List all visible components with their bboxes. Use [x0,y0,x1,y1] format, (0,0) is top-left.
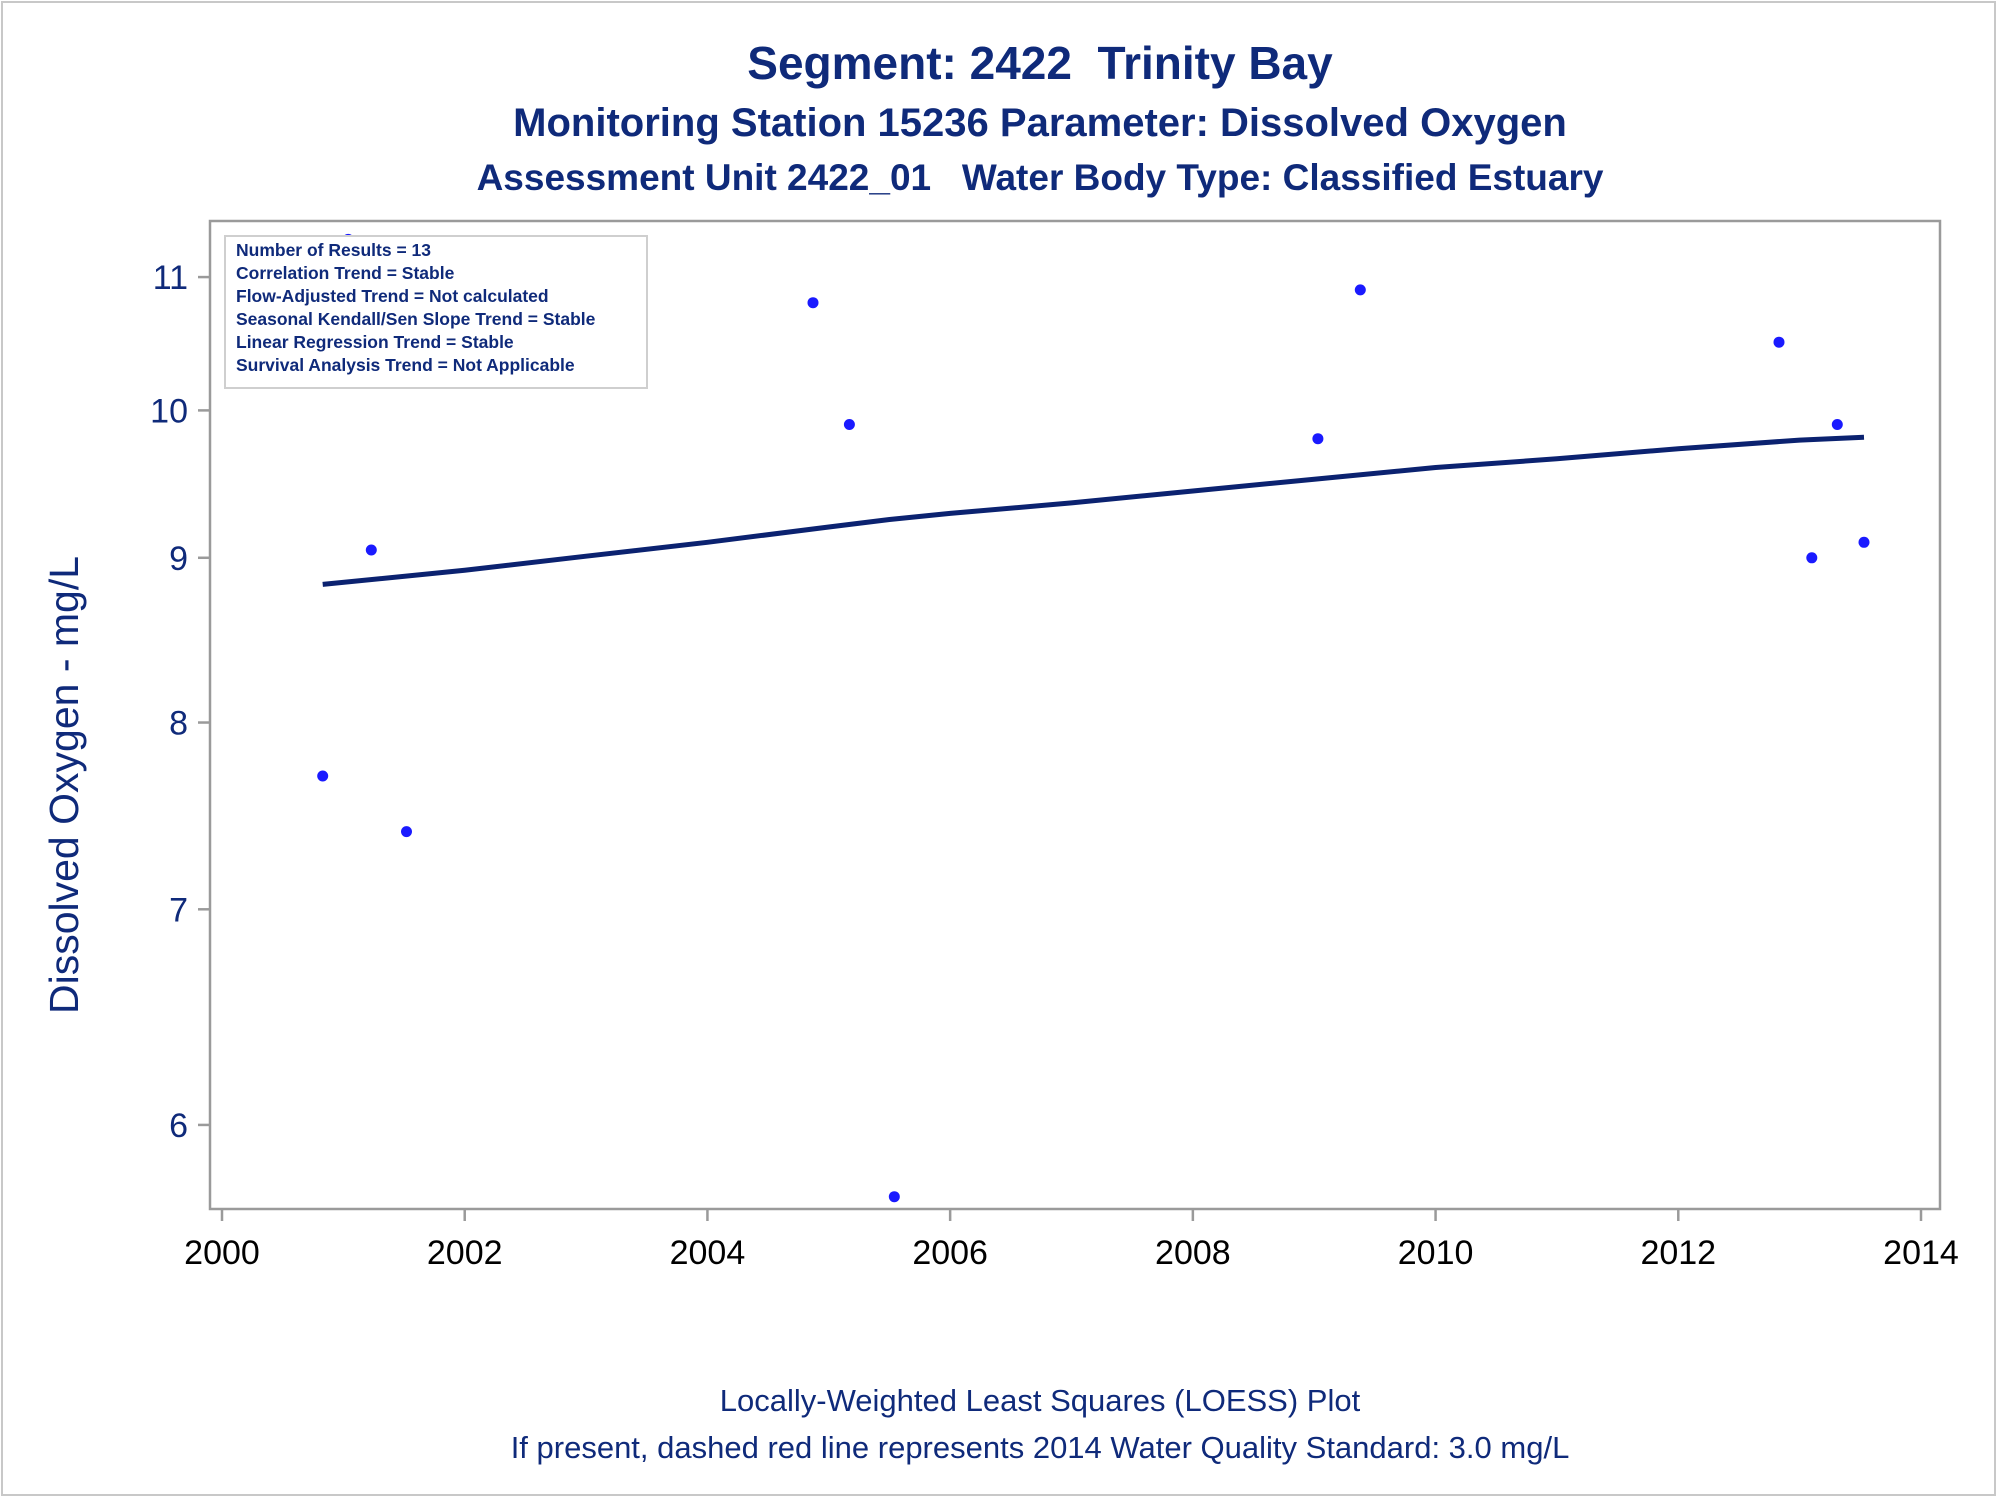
data-point [1806,552,1818,564]
plot-area [208,219,1942,1211]
x-tick-label: 2012 [1640,1234,1716,1272]
loess-trend-line [322,434,1865,587]
chart-subtitle-station: Monitoring Station 15236 Parameter: Diss… [513,101,1567,145]
y-tick-label: 8 [169,705,188,743]
x-tick-label: 2000 [184,1234,260,1272]
x-axis: 2000 2002 2004 2006 2008 2010 2012 2014 [184,1209,1959,1272]
stats-line: Number of Results = 13 [236,240,431,260]
stats-line: Correlation Trend = Stable [236,263,455,283]
data-point [401,826,412,838]
data-point [1858,536,1870,548]
x-tick-label: 2004 [670,1234,746,1272]
footnote-standard: If present, dashed red line represents 2… [510,1430,1570,1465]
data-point [1354,284,1366,296]
data-point [807,297,819,309]
y-axis-label: Dissolved Oxygen - mg/L [41,556,87,1014]
stats-line: Seasonal Kendall/Sen Slope Trend = Stabl… [236,309,596,329]
data-point [317,770,329,782]
stats-box: Number of Results = 13 Correlation Trend … [224,235,648,389]
x-tick-label: 2014 [1883,1234,1959,1272]
stats-line: Linear Regression Trend = Stable [236,332,514,352]
footnote-loess: Locally-Weighted Least Squares (LOESS) P… [719,1383,1361,1418]
chart-title: Segment: 2422 Trinity Bay [747,37,1333,89]
y-tick-label: 7 [169,891,188,929]
data-point [888,1191,900,1203]
trend-line-path [322,434,1865,587]
y-axis: 6 7 8 9 10 11 [150,259,210,1145]
stats-line: Flow-Adjusted Trend = Not calculated [236,286,549,306]
x-tick-label: 2002 [427,1234,503,1272]
chart-subtitle-assessment: Assessment Unit 2422_01 Water Body Type:… [476,157,1604,198]
x-tick-label: 2006 [912,1234,988,1272]
data-point [843,419,855,430]
y-tick-label: 10 [150,392,188,430]
stats-line: Survival Analysis Trend = Not Applicable [236,355,575,375]
stats-box-frame [224,235,648,389]
data-point [1773,336,1785,348]
y-tick-label: 11 [153,259,188,297]
data-point [365,544,377,556]
y-tick-label: 9 [169,540,188,578]
data-point [1831,419,1843,430]
x-tick-label: 2008 [1155,1234,1231,1272]
data-point [1312,433,1324,445]
y-tick-label: 6 [169,1107,188,1145]
x-tick-label: 2010 [1398,1234,1474,1272]
